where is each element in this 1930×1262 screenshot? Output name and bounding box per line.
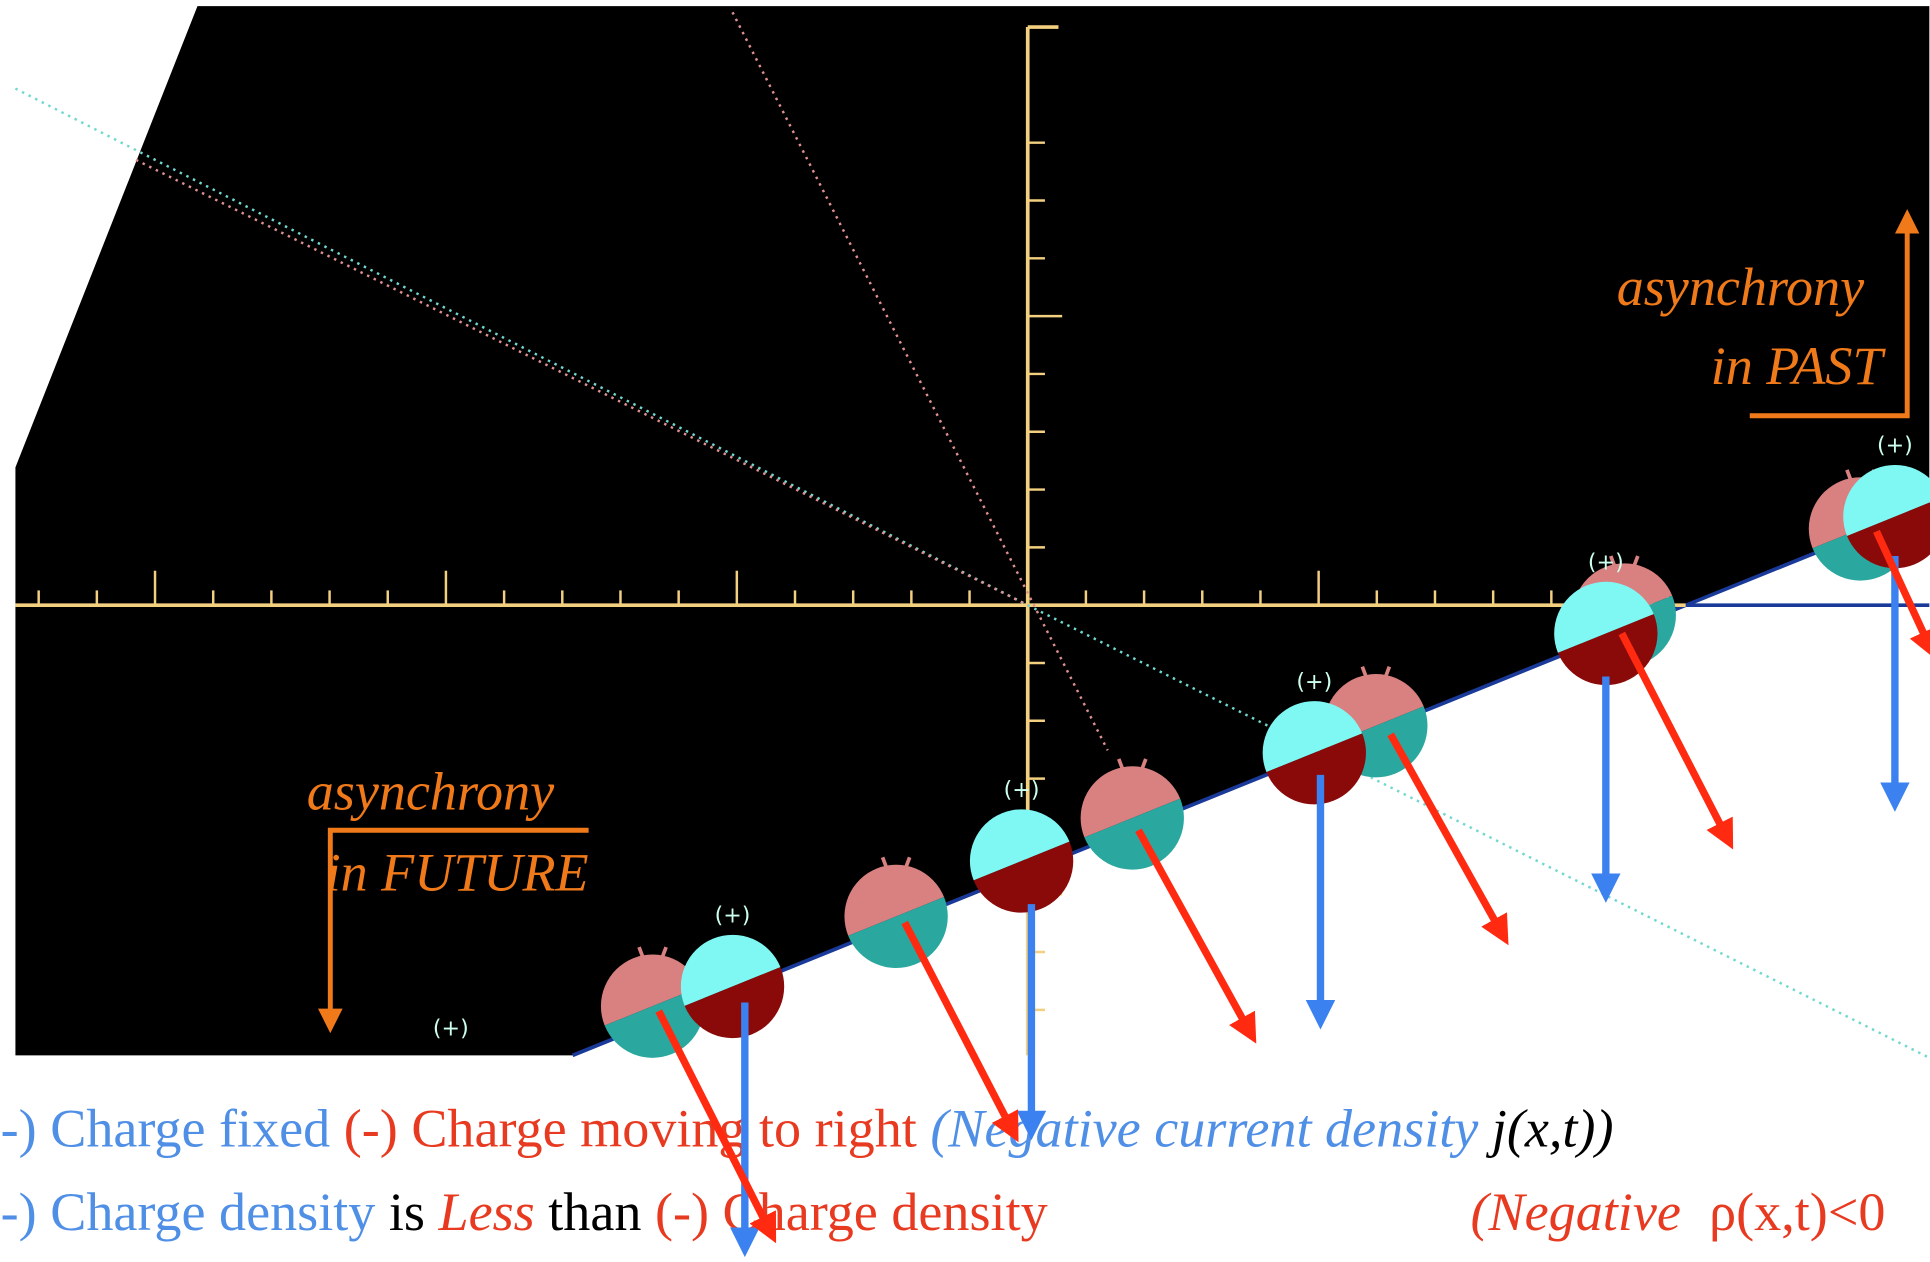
text: is — [389, 1182, 425, 1242]
ball-horns — [1117, 758, 1148, 770]
text: (-) Charge density — [655, 1182, 1048, 1242]
ball-top — [1554, 581, 1654, 653]
arrow — [318, 827, 589, 1034]
charge-arrow — [901, 920, 1019, 1143]
ball-horns — [1609, 555, 1640, 567]
charge-arrow — [1135, 828, 1257, 1044]
text: Less — [437, 1182, 534, 1242]
label: in PAST — [1711, 336, 1887, 396]
caption-line: -) Charge fixed (-) Charge moving to rig… — [1, 1098, 1614, 1158]
future-label: asynchrony in FUTURE — [307, 761, 589, 1034]
arrow — [1749, 209, 1920, 419]
label: in FUTURE — [326, 843, 589, 903]
text: -) Charge density — [1, 1182, 376, 1242]
ball-horns — [880, 856, 912, 868]
ball-horns — [1360, 666, 1392, 678]
ball-bottom — [973, 841, 1074, 913]
ball-top — [680, 934, 781, 1006]
spacetime-region — [15, 6, 1930, 1056]
text: than — [548, 1182, 641, 1242]
ball-bottom — [1846, 497, 1930, 569]
ball-top — [1080, 766, 1181, 838]
charge-sign: (+) — [1296, 669, 1332, 695]
text: -) Charge fixed — [1, 1098, 331, 1158]
charge-sign: (+) — [433, 1016, 469, 1042]
ball-bottom — [604, 986, 705, 1058]
ball-top — [1262, 701, 1363, 773]
text: (Negative — [1471, 1182, 1681, 1242]
charge-sign: (+) — [1004, 777, 1040, 803]
charges: (+) (+) (+) (+) (+) (+) — [433, 433, 1930, 1058]
ball-top — [969, 809, 1070, 881]
text: j(x,t)) — [1486, 1098, 1614, 1158]
arrows — [655, 529, 1930, 1258]
charge-arrow — [1873, 529, 1930, 660]
ball-horns — [637, 946, 668, 958]
text: (-) Charge moving to right — [344, 1098, 917, 1158]
caption-line: -) Charge density is Less than (-) Charg… — [1, 1182, 1886, 1242]
charge-sign: (+) — [1588, 549, 1624, 575]
ball-bottom — [684, 967, 785, 1039]
charge-arrow — [1387, 732, 1509, 946]
ball-top — [1843, 465, 1930, 536]
dotted-line — [731, 11, 1109, 751]
past-label: asynchrony in PAST — [1617, 209, 1920, 419]
charge-sign: (+) — [715, 903, 751, 929]
ball-top — [844, 864, 945, 936]
ball-bottom — [1266, 733, 1366, 805]
label: asynchrony — [1617, 257, 1865, 317]
slope-line — [571, 505, 1930, 1058]
charge-arrow — [655, 1009, 777, 1244]
text: ρ(x,t)<0 — [1709, 1182, 1885, 1242]
label: asynchrony — [307, 761, 555, 821]
ball-bottom — [1084, 798, 1184, 870]
dotted-line — [14, 87, 1029, 607]
charge-arrow — [1618, 631, 1734, 850]
ball-bottom — [1557, 614, 1658, 686]
ball-top — [600, 954, 701, 1026]
charge-sign: (+) — [1877, 433, 1913, 459]
